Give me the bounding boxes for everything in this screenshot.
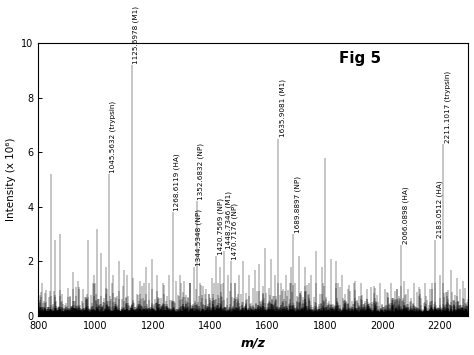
Text: 1352.6832 (NP): 1352.6832 (NP) [198, 143, 204, 200]
X-axis label: m/z: m/z [241, 337, 266, 349]
Text: 1689.8897 (NP): 1689.8897 (NP) [295, 176, 301, 233]
Text: 1470.7176 (NP): 1470.7176 (NP) [232, 203, 238, 260]
Text: 1268.6119 (HA): 1268.6119 (HA) [174, 153, 180, 211]
Y-axis label: Intensity (x 10⁶): Intensity (x 10⁶) [6, 138, 16, 221]
Text: 2066.0898 (HA): 2066.0898 (HA) [402, 186, 409, 244]
Text: 1125.6978 (M1): 1125.6978 (M1) [133, 6, 139, 64]
Text: 1448.7346 (M1): 1448.7346 (M1) [226, 191, 232, 249]
Text: 1635.9081 (M1): 1635.9081 (M1) [279, 79, 286, 137]
Text: 1420.7569 (NP): 1420.7569 (NP) [218, 198, 224, 255]
Text: 1344.5348 (NP): 1344.5348 (NP) [196, 208, 202, 266]
Text: Fig 5: Fig 5 [339, 51, 382, 66]
Text: 1045.5632 (trypsin): 1045.5632 (trypsin) [110, 100, 116, 173]
Text: 2183.0512 (HA): 2183.0512 (HA) [436, 181, 443, 238]
Text: 2211.1017 (trypsin): 2211.1017 (trypsin) [444, 71, 451, 143]
